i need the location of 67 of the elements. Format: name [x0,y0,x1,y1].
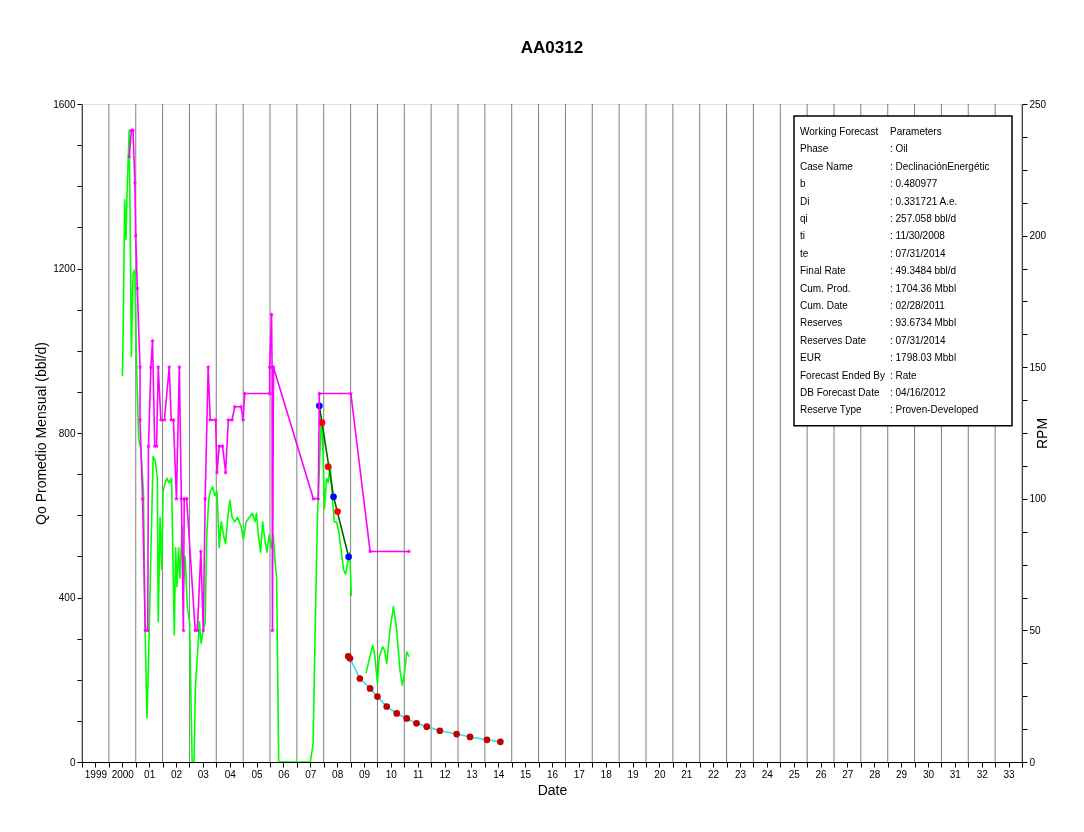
y2-tick-label: 250 [1029,98,1047,110]
text: Final Rate : 49.3484 bbl/d [800,265,957,277]
x-tick-label: 1999 [84,768,108,780]
x-tick-label: 01 [144,768,156,780]
x-tick-label: 28 [869,768,881,780]
x-tick-label: 14 [493,768,505,780]
text: Reserve Type : Proven-Developed [800,404,979,416]
annotation: DB Forecast Date : 04/16/2012 [800,387,947,398]
text: Di : 0.331721 A.e. [800,195,958,207]
x-tick-label: 03 [197,768,210,780]
x-tick-label: 24 [761,768,774,780]
x-tick-label: 02 [170,768,183,780]
annotation: Forecast Ended By : Rate [800,369,918,381]
x-tick-label: 33 [1003,768,1016,780]
y2-tick-label: 100 [1029,493,1047,505]
y-axis-title: Qo Promedio Mensual (bbl/d) [33,342,50,525]
y-tick-label: 1600 [53,98,76,110]
x-tick-label: 07 [305,768,317,780]
x-tick-label: 06 [278,768,290,780]
y-tick-label: 800 [58,427,76,439]
x-tick-label: 22 [708,768,720,780]
text: Phase : Oil [800,143,908,155]
x-axis-title: Date [537,781,568,798]
x-tick-label: 25 [788,768,801,780]
x-tick-label: 08 [332,768,344,780]
text: Reserves Date : 07/31/2014 [800,334,946,346]
x-tick-label: 23 [734,768,747,780]
text: Cum. Date : 02/28/2011 [800,300,945,311]
y-tick-label: 400 [58,592,76,603]
x-tick-label: 11 [412,768,424,780]
x-tick-label: 20 [654,768,666,780]
x-tick-label: 17 [573,768,586,780]
x-tick-label: 12 [439,768,452,780]
x-tick-label: 26 [815,768,828,780]
text: ti : 11/30/2008 [800,230,945,242]
y2-tick-label: 50 [1029,624,1042,636]
x-tick-label: 32 [976,768,989,780]
x-tick-label: 21 [681,768,693,780]
text: b : 0.480977 [800,178,938,190]
x-tick-label: 10 [385,768,398,780]
x-tick-label: 30 [922,768,935,780]
text: te : 07/31/2014 [800,247,946,259]
x-tick-label: 09 [358,768,371,780]
annotation: Working Forecast Parameters [800,126,942,137]
y-tick-label: 0 [69,756,76,768]
y-tick-label: 1200 [53,263,76,274]
text: qi : 257.058 bbl/d [800,213,957,224]
text: Reserves : 93.6734 Mbbl [800,317,957,329]
x-tick-label: 29 [896,768,908,780]
x-tick-label: 15 [520,768,532,780]
text: Case Name : DeclinaciónEnergétic [800,160,990,172]
x-tick-label: 31 [949,768,962,780]
x-tick-label: 19 [627,768,640,780]
text: EUR : 1798.03 Mbbl [800,352,957,364]
x-tick-label: 13 [466,768,478,780]
chart-title: AA0312 [520,38,584,57]
y2-tick-label: 0 [1029,756,1036,768]
x-tick-label: 27 [842,768,854,780]
y2-axis-title: RPM [1034,417,1051,450]
x-tick-label: 2000 [111,768,135,780]
x-tick-label: 04 [224,768,237,780]
x-tick-label: 16 [546,768,559,780]
x-tick-label: 18 [600,768,613,780]
x-tick-label: 05 [251,768,264,780]
y2-tick-label: 200 [1029,230,1047,242]
text: Cum. Prod. : 1704.36 Mbbl [800,282,957,294]
y2-tick-label: 150 [1029,361,1047,373]
